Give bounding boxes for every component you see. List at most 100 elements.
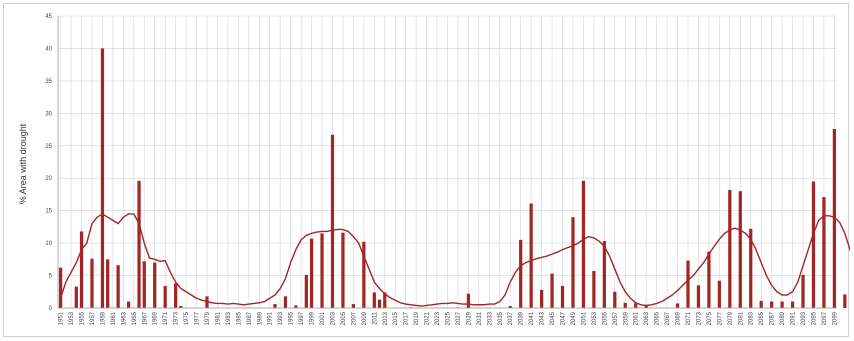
- bar-series: [58, 48, 847, 308]
- bar: [116, 265, 120, 308]
- y-tick-label: 35: [45, 79, 52, 85]
- y-tick-label: 30: [45, 111, 52, 117]
- x-tick-label: 1959: [100, 311, 106, 325]
- x-tick-label: 2055: [602, 311, 608, 325]
- bar: [811, 181, 816, 308]
- x-tick-label: 1989: [257, 311, 263, 325]
- x-tick-label: 1987: [247, 311, 253, 325]
- bar: [377, 299, 382, 308]
- bar: [707, 251, 711, 308]
- bar: [560, 285, 565, 308]
- x-tick-label: 2017: [404, 311, 410, 325]
- x-tick-label: 2027: [456, 311, 462, 325]
- bar: [309, 238, 314, 308]
- bar: [519, 239, 523, 308]
- x-tick-label: 2007: [351, 311, 357, 325]
- y-tick-label: 10: [45, 241, 52, 247]
- x-tick-label: 2033: [487, 311, 493, 325]
- bar: [581, 180, 586, 308]
- bar: [749, 228, 753, 308]
- bar: [163, 285, 167, 308]
- bar: [304, 274, 308, 308]
- bar: [351, 304, 356, 308]
- bar: [571, 217, 575, 308]
- x-tick-label: 1999: [310, 311, 316, 325]
- bar: [843, 294, 847, 308]
- bar: [179, 306, 183, 308]
- bar: [728, 189, 732, 308]
- bar: [508, 306, 512, 308]
- x-tick-label: 1961: [111, 311, 117, 325]
- bar: [153, 262, 157, 308]
- bar: [529, 203, 533, 308]
- x-tick-label: 2031: [477, 311, 483, 325]
- x-tick-label: 2069: [676, 311, 682, 325]
- x-tick-label: 2013: [383, 311, 389, 325]
- x-tick-label: 2047: [561, 311, 567, 325]
- x-tick-label: 2065: [655, 311, 661, 325]
- bar: [790, 301, 795, 308]
- bar: [330, 134, 335, 308]
- y-tick-labels: 0 5 10 15 20 25 30 35 40 45: [45, 14, 52, 312]
- bar: [801, 274, 805, 308]
- x-tick-label: 2009: [362, 311, 368, 325]
- bar: [320, 233, 324, 308]
- x-tick-label: 2089: [780, 311, 786, 325]
- x-tick-label: 2037: [508, 311, 514, 325]
- x-tick-label: 2041: [529, 311, 535, 325]
- bar: [644, 305, 648, 308]
- bar: [822, 197, 826, 308]
- x-tick-label: 2067: [665, 311, 671, 325]
- x-tick-label: 1995: [289, 311, 295, 325]
- x-tick-label: 1967: [142, 311, 148, 325]
- bar: [294, 305, 298, 308]
- x-tick-label: 2023: [435, 311, 441, 325]
- y-tick-label: 0: [49, 306, 53, 312]
- x-tick-label: 1957: [90, 311, 96, 325]
- x-tick-label: 2093: [801, 311, 807, 325]
- y-tick-label: 45: [45, 14, 52, 20]
- x-tick-label: 2043: [540, 311, 546, 325]
- x-tick-label: 2087: [770, 311, 776, 325]
- bar: [759, 300, 763, 308]
- bar: [90, 258, 94, 308]
- bar: [613, 291, 617, 308]
- bar: [550, 273, 554, 308]
- bar: [696, 285, 701, 308]
- x-tick-label: 1991: [268, 311, 274, 325]
- x-tick-label: 2029: [466, 311, 472, 325]
- bar: [738, 191, 742, 308]
- x-tick-label: 2073: [696, 311, 702, 325]
- bar: [675, 303, 680, 308]
- x-tick-label: 2075: [707, 311, 713, 325]
- x-tick-label: 2045: [550, 311, 556, 325]
- x-tick-label: 2025: [446, 311, 452, 325]
- x-tick-label: 2085: [759, 311, 765, 325]
- x-tick-label: 2081: [738, 311, 744, 325]
- bar: [623, 302, 627, 308]
- bar: [383, 292, 387, 308]
- x-tick-label: 2071: [686, 311, 692, 325]
- x-tick-label: 2057: [613, 311, 619, 325]
- x-tick-label: 2005: [341, 311, 347, 325]
- x-tick-label: 2099: [832, 311, 838, 325]
- bar: [362, 241, 366, 308]
- x-tick-label: 2063: [644, 311, 650, 325]
- x-tick-label: 2079: [728, 311, 734, 325]
- x-tick-label: 1975: [184, 311, 190, 325]
- x-tick-label: 2059: [623, 311, 629, 325]
- x-tick-label: 2051: [581, 311, 587, 325]
- chart-frame: 0 5 10 15 20 25 30 35 40 45 1951 1953 1955 1957 1959 1…: [3, 3, 850, 337]
- y-tick-label: 5: [49, 274, 53, 280]
- x-tick-label: 1973: [174, 311, 180, 325]
- bar: [142, 261, 146, 308]
- x-tick-label: 2097: [822, 311, 828, 325]
- x-tick-label: 1985: [236, 311, 242, 325]
- x-tick-label: 2003: [330, 311, 336, 325]
- x-tick-label: 2091: [791, 311, 797, 325]
- trend-line: [59, 213, 850, 307]
- bar: [58, 267, 63, 308]
- x-tick-label: 1977: [195, 311, 201, 325]
- bar: [100, 48, 105, 308]
- bar: [283, 296, 288, 308]
